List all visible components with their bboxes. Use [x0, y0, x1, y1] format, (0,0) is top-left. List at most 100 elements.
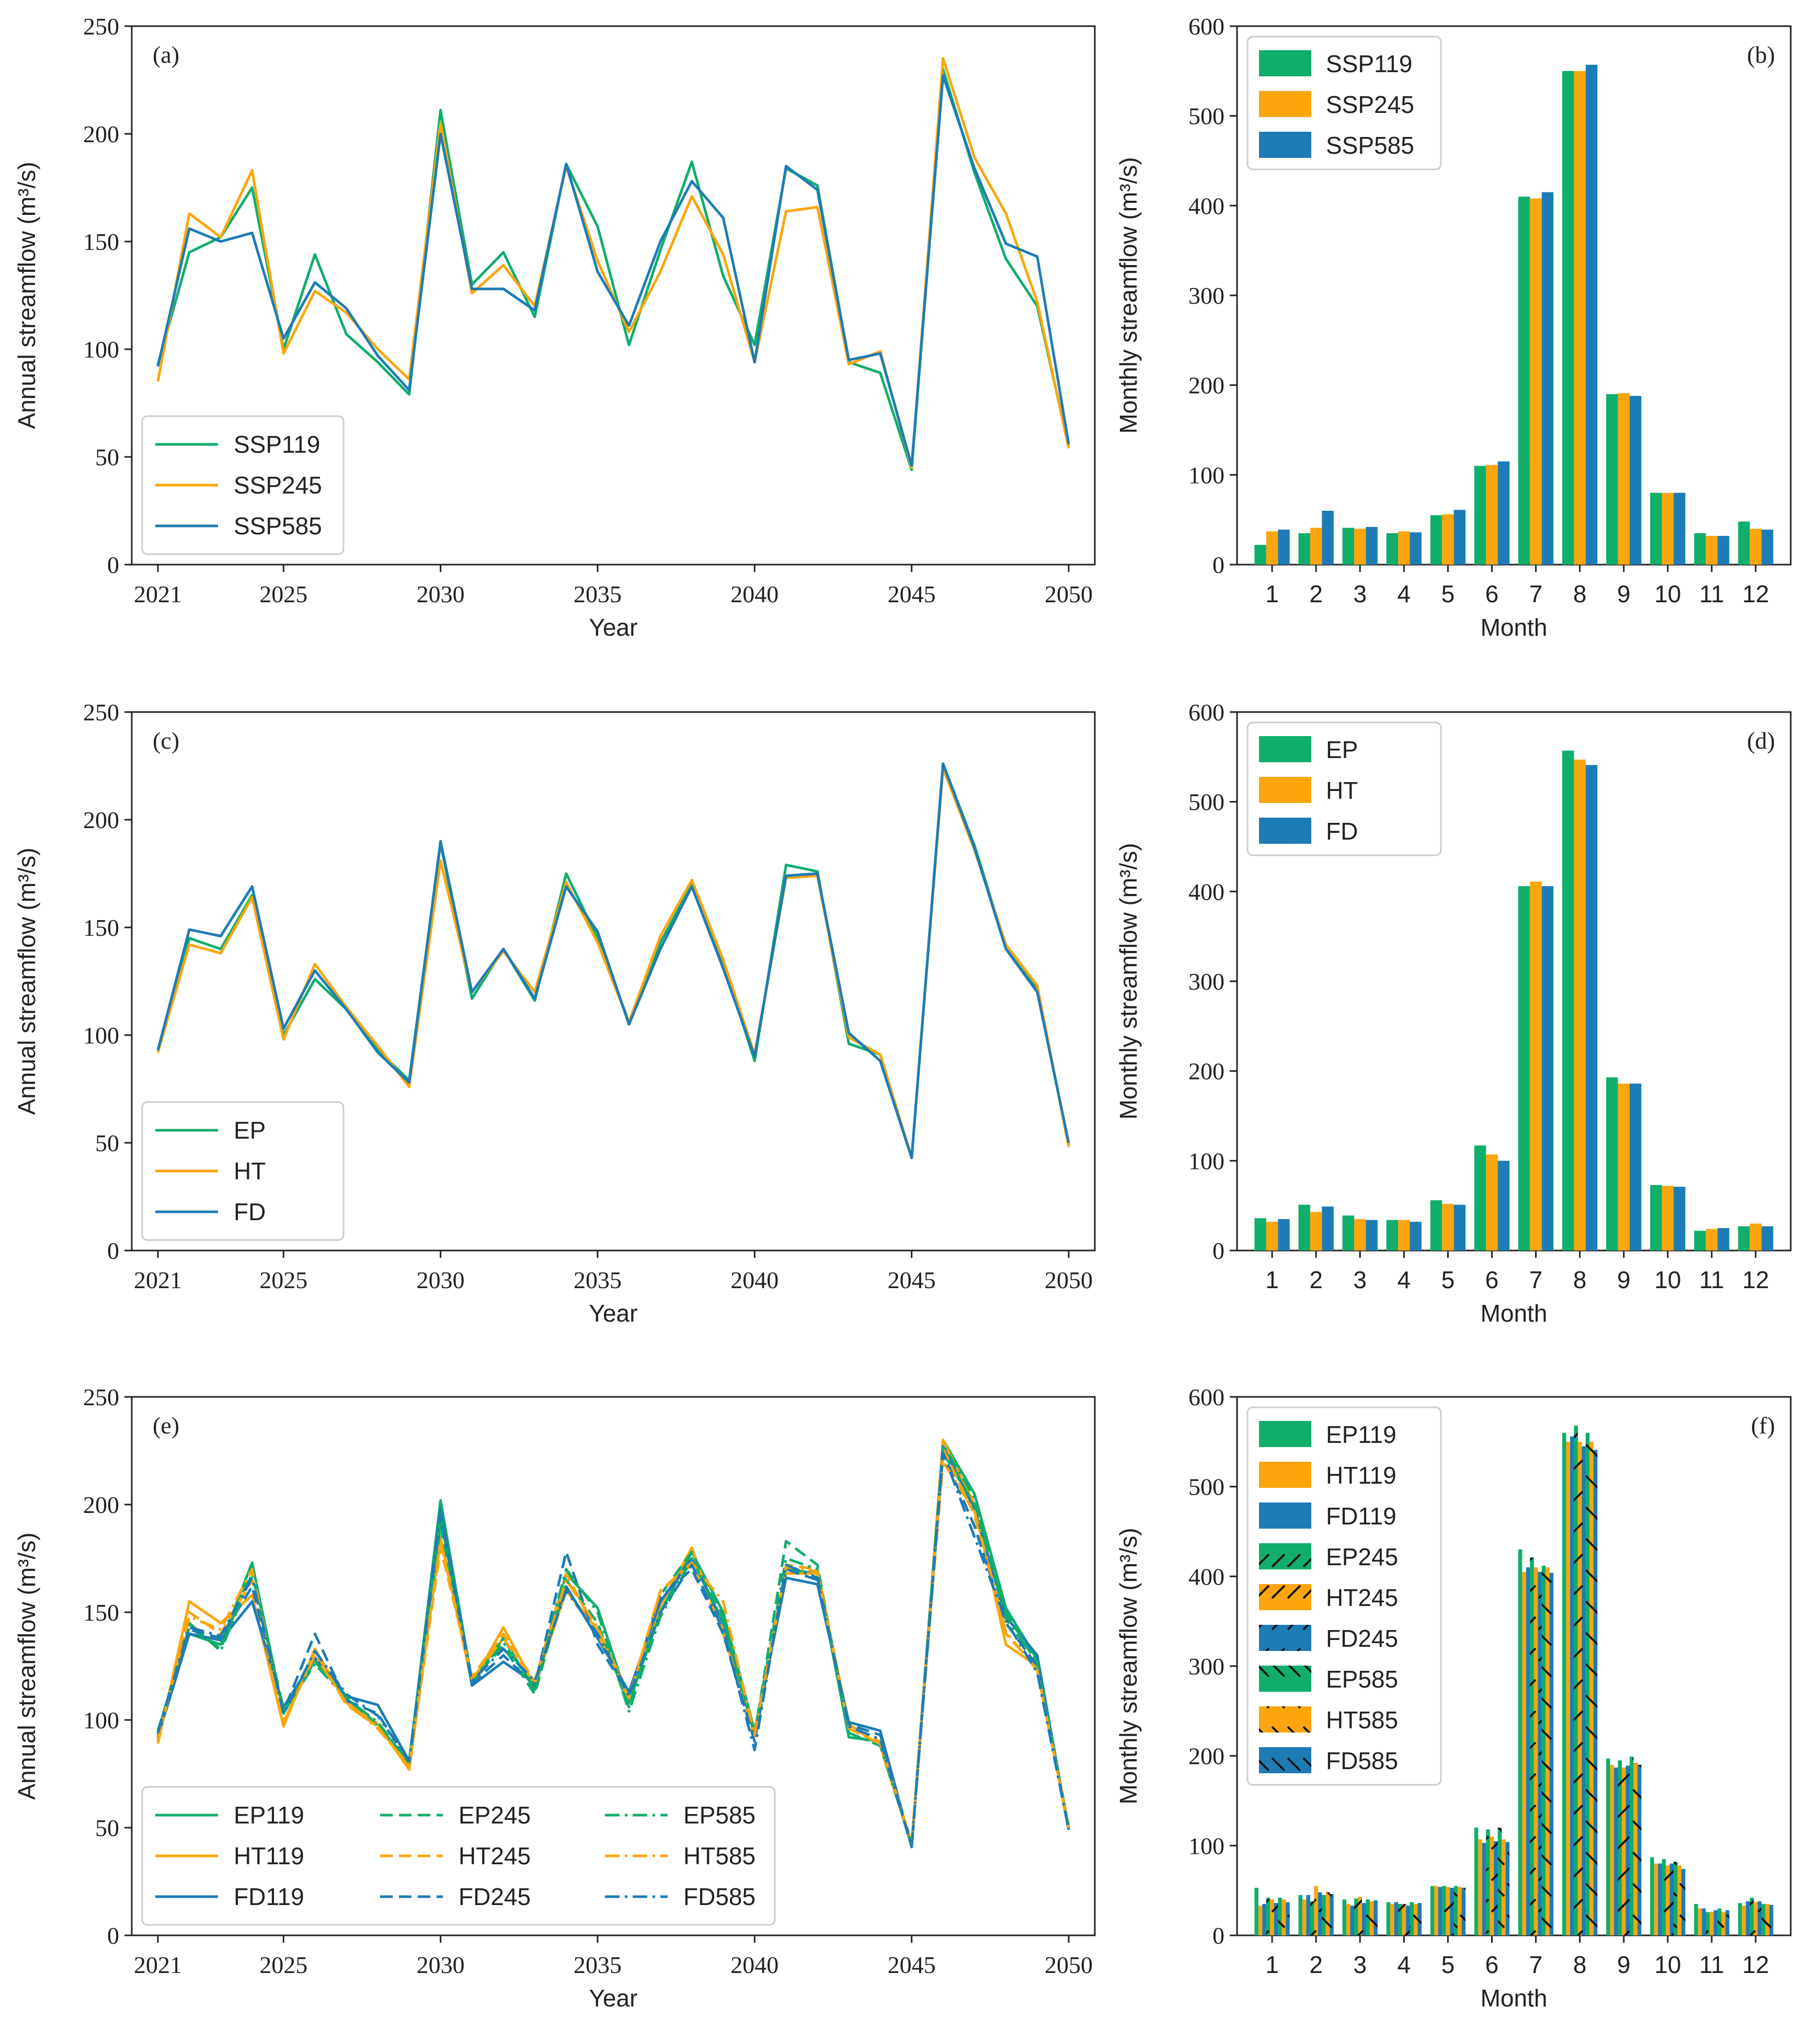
bar-fd [1322, 1206, 1334, 1251]
bar-ep119 [1342, 1899, 1347, 1935]
y-tick-label: 100 [1188, 462, 1224, 488]
y-tick-label: 150 [83, 914, 119, 941]
x-axis-label: Year [589, 1984, 638, 2012]
bar-hatch-ep245 [1442, 1886, 1446, 1935]
legend-label-fd: FD [1326, 818, 1358, 845]
y-tick-label: 100 [83, 1022, 119, 1049]
x-tick-label: 2050 [1045, 1952, 1093, 1978]
bar-ep [1518, 886, 1530, 1251]
series-line-fd [156, 762, 1070, 1160]
legend-label-ssp245: SSP245 [1326, 91, 1414, 118]
bar-ep119 [1474, 1828, 1479, 1935]
bar-ssp585 [1410, 532, 1422, 565]
x-tick-label: 2050 [1045, 581, 1093, 607]
x-tick-label: 1 [1265, 580, 1279, 607]
legend-label-ep585: EP585 [683, 1802, 756, 1829]
series-line-fd585 [156, 1451, 1070, 1849]
x-tick-label: 2021 [134, 1952, 182, 1978]
x-tick-label: 6 [1485, 580, 1499, 607]
bar-hatch-ht245 [1490, 1837, 1494, 1935]
x-tick-label: 10 [1654, 1951, 1681, 1978]
bar-ht119 [1258, 1906, 1263, 1935]
x-tick-label: 2025 [259, 581, 307, 607]
bar-ht [1354, 1219, 1366, 1251]
bar-hatch-ht585 [1413, 1903, 1418, 1935]
bar-ssp585 [1453, 510, 1466, 565]
x-tick-label: 2045 [888, 1952, 936, 1978]
legend-label-ht119: HT119 [234, 1842, 304, 1869]
x-tick-label: 2040 [730, 581, 779, 607]
bar-hatch-fd245 [1494, 1841, 1498, 1935]
bar-ht [1618, 1083, 1630, 1251]
bar-ssp585 [1322, 511, 1334, 565]
panel-label: (c) [153, 727, 179, 754]
bar-ht [1574, 759, 1586, 1251]
legend-label-ep585: EP585 [1326, 1666, 1398, 1693]
bar-ssp245 [1705, 536, 1718, 565]
x-tick-label: 2025 [259, 1952, 307, 1978]
bar-ssp119 [1606, 394, 1618, 565]
y-tick-label: 150 [83, 228, 119, 255]
x-tick-label: 2050 [1045, 1267, 1093, 1293]
legend-box [141, 1786, 776, 1926]
legend-label-ep245: EP245 [1326, 1543, 1398, 1570]
legend-label-ssp585: SSP585 [234, 512, 322, 540]
bar-ht119 [1390, 1903, 1394, 1935]
panel-f: 0 100 200 300 400 500 600 Monthly streamflow (m… [1115, 1384, 1792, 2012]
bar-hatch-ep245 [1486, 1829, 1490, 1935]
bar-ssp245 [1486, 465, 1498, 565]
bar-fd [1761, 1226, 1773, 1251]
x-tick-label: 12 [1742, 1951, 1769, 1978]
bar-ep119 [1650, 1857, 1654, 1935]
bar-hatch-ep585 [1761, 1903, 1766, 1935]
bar-hatch-fd245 [1626, 1765, 1630, 1935]
bar-ht [1662, 1186, 1674, 1251]
bar-fd119 [1306, 1895, 1310, 1935]
x-tick-label: 5 [1441, 1951, 1455, 1978]
y-tick-label: 200 [83, 807, 119, 833]
legend-hatch-ep585 [1259, 1666, 1311, 1692]
bar-hatch-fd245 [1318, 1892, 1322, 1935]
series-line-ep119 [156, 1438, 1070, 1846]
y-tick-label: 50 [95, 1815, 119, 1841]
bar-hatch-ht585 [1369, 1901, 1374, 1935]
y-tick-label: 500 [1188, 789, 1224, 816]
x-tick-label: 11 [1699, 1266, 1724, 1293]
bar-hatch-fd245 [1274, 1903, 1278, 1935]
y-axis-label: Monthly streamflow (m³/s) [1115, 157, 1142, 433]
y-tick-label: 150 [83, 1599, 119, 1626]
bar-ssp245 [1618, 393, 1630, 565]
x-axis-label: Month [1481, 614, 1548, 641]
panel-label: (f) [1751, 1412, 1775, 1439]
y-tick-label: 50 [95, 444, 119, 471]
y-tick-label: 400 [1188, 1563, 1224, 1590]
bar-ep119 [1518, 1549, 1523, 1935]
bar-hatch-ht585 [1677, 1865, 1681, 1935]
legend-box [141, 415, 345, 555]
bar-ssp585 [1278, 530, 1290, 565]
bar-hatch-ht245 [1402, 1903, 1406, 1935]
bar-hatch-ep585 [1674, 1862, 1678, 1935]
y-tick-label: 100 [83, 1707, 119, 1734]
bar-fd119 [1262, 1903, 1266, 1935]
bar-hatch-ep585 [1322, 1895, 1326, 1935]
bar-fd [1366, 1220, 1378, 1251]
bar-hatch-ep585 [1278, 1897, 1282, 1935]
panel-e: 0 50 100 150 200 250 Annual streamflow (m³/s) Y… [13, 1384, 1096, 2012]
bar-ssp119 [1562, 71, 1574, 565]
bar-hatch-fd245 [1538, 1571, 1542, 1935]
x-tick-label: 9 [1617, 1951, 1631, 1978]
bar-ep [1606, 1077, 1618, 1251]
bar-hatch-fd585 [1286, 1902, 1290, 1935]
x-tick-label: 2030 [417, 581, 465, 607]
panel-d: 0 100 200 300 400 500 600 Monthly streamflow (m… [1115, 699, 1792, 1327]
bar-hatch-fd245 [1361, 1903, 1366, 1935]
bar-ssp245 [1749, 529, 1762, 565]
panel-label: (e) [153, 1412, 179, 1439]
bar-hatch-ht245 [1666, 1865, 1670, 1935]
y-tick-label: 250 [83, 1384, 119, 1410]
x-tick-label: 9 [1617, 1266, 1631, 1293]
bar-hatch-ht585 [1546, 1567, 1550, 1935]
bar-hatch-ep585 [1585, 1432, 1590, 1935]
bar-ht119 [1478, 1839, 1482, 1935]
